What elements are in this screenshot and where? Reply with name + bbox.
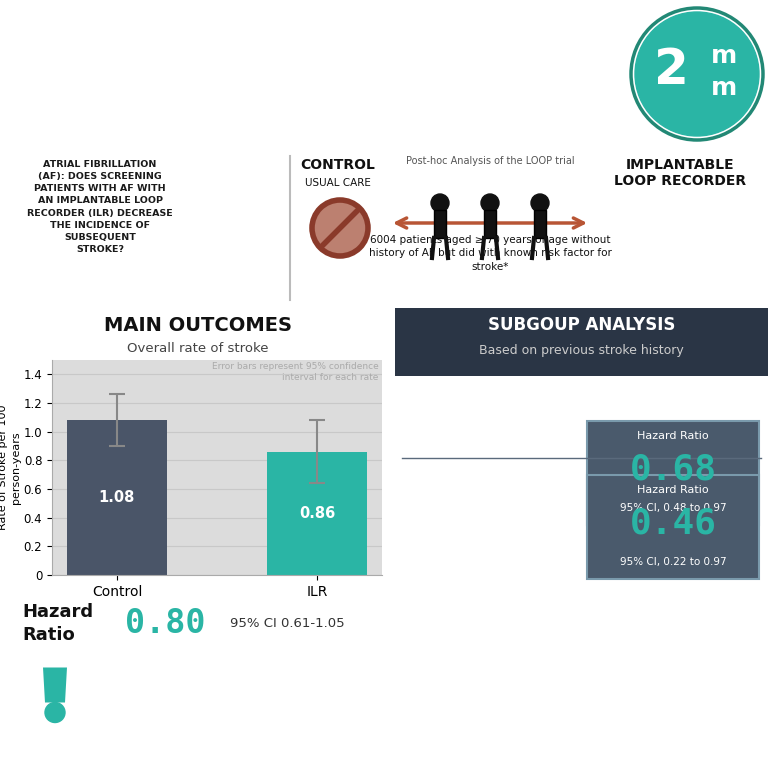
FancyBboxPatch shape — [587, 421, 759, 525]
Text: an implantable loop recorder did not prevent the incidence of: an implantable loop recorder did not pre… — [100, 692, 613, 707]
Text: Based on previous stroke history: Based on previous stroke history — [479, 344, 684, 357]
Text: Intervention group may have
had a lower incidence of: Intervention group may have had a lower … — [403, 464, 576, 512]
Text: Amongst patients aged 70 or older, screening for atrial fibrillation with: Amongst patients aged 70 or older, scree… — [100, 662, 690, 677]
FancyBboxPatch shape — [484, 210, 496, 238]
Text: ischemic
stroke: ischemic stroke — [403, 446, 461, 476]
Text: amongst patients who did
not have a prior history of
stroke: amongst patients who did not have a prio… — [403, 529, 558, 575]
Text: Hazard
Ratio: Hazard Ratio — [22, 604, 93, 643]
Text: cardioembolic stroke: cardioembolic stroke — [403, 510, 541, 523]
Text: IMPLANTABLE
LOOP RECORDER: IMPLANTABLE LOOP RECORDER — [614, 158, 746, 188]
Text: SUBGOUP ANALYSIS: SUBGOUP ANALYSIS — [488, 316, 675, 334]
Text: CONTROL: CONTROL — [300, 158, 376, 172]
Text: 95% CI, 0.22 to 0.97: 95% CI, 0.22 to 0.97 — [620, 557, 727, 567]
Polygon shape — [43, 668, 67, 702]
Circle shape — [312, 200, 368, 256]
FancyBboxPatch shape — [534, 210, 546, 238]
Text: amongst patients
who did not have a prior
history of stroke: amongst patients who did not have a prio… — [403, 476, 548, 523]
FancyBboxPatch shape — [587, 475, 759, 579]
Text: 0.80: 0.80 — [124, 607, 205, 640]
Circle shape — [531, 194, 549, 212]
Text: m: m — [711, 76, 737, 100]
Text: m: m — [711, 44, 737, 68]
Text: Post-hoc Analysis of the LOOP trial: Post-hoc Analysis of the LOOP trial — [406, 156, 574, 166]
Text: Error bars represent 95% confidence
interval for each rate: Error bars represent 95% confidence inte… — [212, 362, 379, 382]
Text: ischemic or severe stroke compared to the control group.: ischemic or severe stroke compared to th… — [100, 722, 578, 737]
Text: Intervention group may
have had a lower
incidence of: Intervention group may have had a lower … — [403, 388, 543, 435]
Text: 95% CI, 0.48 to 0.97: 95% CI, 0.48 to 0.97 — [620, 503, 727, 513]
Y-axis label: Rate of Stroke per 100
person-years: Rate of Stroke per 100 person-years — [0, 405, 21, 530]
Circle shape — [635, 12, 759, 136]
Text: 0.68: 0.68 — [630, 453, 717, 487]
Bar — [67, 420, 167, 575]
Text: an implantable loop recorder does not: an implantable loop recorder does not — [18, 62, 513, 85]
Text: 1.08: 1.08 — [99, 490, 135, 505]
Circle shape — [431, 194, 449, 212]
Text: Hazard Ratio: Hazard Ratio — [637, 431, 709, 441]
Circle shape — [45, 702, 65, 722]
Text: 0.46: 0.46 — [630, 507, 717, 541]
Text: MAIN OUTCOMES: MAIN OUTCOMES — [104, 316, 292, 335]
Text: Hazard Ratio: Hazard Ratio — [637, 485, 709, 495]
FancyBboxPatch shape — [395, 308, 768, 376]
Text: 95% CI 0.61-1.05: 95% CI 0.61-1.05 — [230, 617, 345, 630]
Text: ATRIAL FIBRILLATION
(AF): DOES SCREENING
PATIENTS WITH AF WITH
AN IMPLANTABLE LO: ATRIAL FIBRILLATION (AF): DOES SCREENING… — [27, 160, 173, 254]
Bar — [267, 452, 367, 575]
Text: Screening patients with atrial fibrillation with: Screening patients with atrial fibrillat… — [18, 18, 608, 41]
Text: 6004 patients aged ≥ 70 years of age without
history of AF but did with known ri: 6004 patients aged ≥ 70 years of age wit… — [369, 235, 611, 272]
Text: 2: 2 — [654, 46, 689, 94]
Text: 0.86: 0.86 — [299, 506, 335, 521]
Circle shape — [481, 194, 499, 212]
FancyBboxPatch shape — [434, 210, 446, 238]
Text: USUAL CARE: USUAL CARE — [305, 178, 371, 188]
Text: Overall rate of stroke: Overall rate of stroke — [127, 342, 268, 355]
Text: decrease the incidence of subsequent stroke: decrease the incidence of subsequent str… — [18, 106, 598, 129]
